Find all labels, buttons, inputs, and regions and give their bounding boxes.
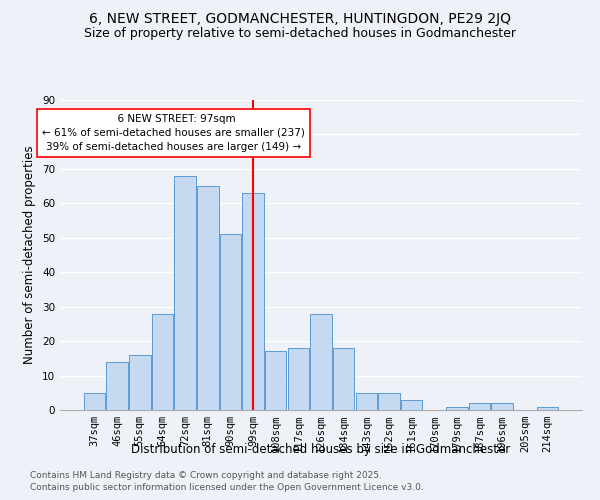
Bar (491, 403, 513, 410)
Bar (152, 314, 173, 410)
Y-axis label: Number of semi-detached properties: Number of semi-detached properties (23, 146, 37, 364)
Bar (175, 176, 196, 410)
Bar (265, 352, 286, 410)
Text: Size of property relative to semi-detached houses in Godmanchester: Size of property relative to semi-detach… (84, 28, 516, 40)
Bar (310, 314, 332, 410)
Text: 6 NEW STREET: 97sqm
← 61% of semi-detached houses are smaller (237)
39% of semi-: 6 NEW STREET: 97sqm ← 61% of semi-detach… (43, 114, 305, 152)
Bar (469, 403, 490, 410)
Bar (197, 186, 218, 410)
Bar (378, 393, 400, 410)
Bar (220, 234, 241, 410)
Bar (537, 406, 558, 410)
Bar (356, 393, 377, 410)
Bar (84, 393, 105, 410)
Bar (287, 348, 309, 410)
Bar (129, 355, 151, 410)
Text: 6, NEW STREET, GODMANCHESTER, HUNTINGDON, PE29 2JQ: 6, NEW STREET, GODMANCHESTER, HUNTINGDON… (89, 12, 511, 26)
Text: Contains HM Land Registry data © Crown copyright and database right 2025.: Contains HM Land Registry data © Crown c… (30, 471, 382, 480)
Bar (106, 362, 128, 410)
Bar (242, 193, 264, 410)
Bar (333, 348, 355, 410)
Text: Contains public sector information licensed under the Open Government Licence v3: Contains public sector information licen… (30, 484, 424, 492)
Text: Distribution of semi-detached houses by size in Godmanchester: Distribution of semi-detached houses by … (131, 442, 511, 456)
Bar (401, 400, 422, 410)
Bar (446, 406, 467, 410)
